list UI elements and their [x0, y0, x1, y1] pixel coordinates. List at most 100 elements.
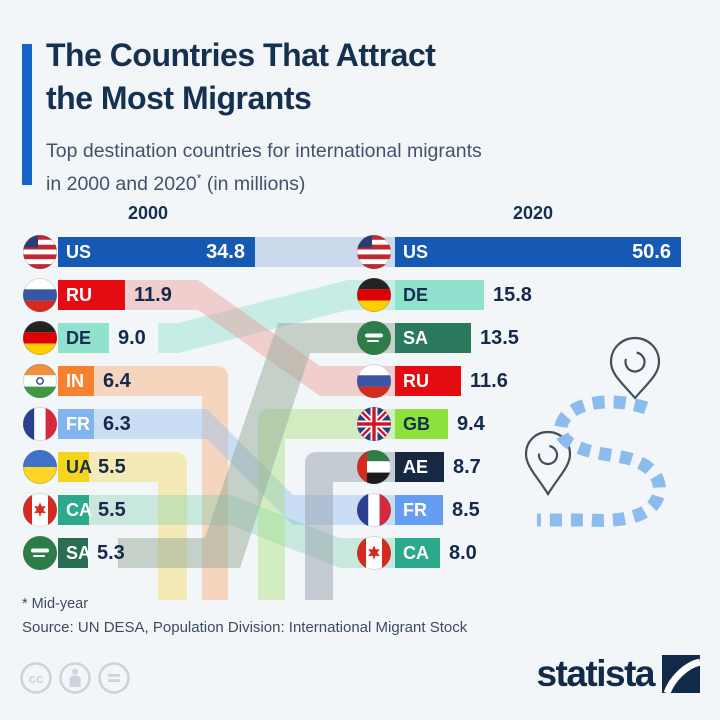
country-code: US [403, 242, 429, 262]
row-2020-gb: GB 9.4 [0, 407, 720, 441]
value-label: 15.8 [493, 284, 532, 306]
flag-sa-icon [357, 321, 391, 355]
flag-ru-icon [357, 364, 391, 398]
row-2020-sa: SA 13.5 [0, 321, 720, 355]
flag-de-icon [23, 321, 57, 355]
bar-2020-ru: RU [395, 366, 461, 396]
country-code: DE [66, 328, 92, 348]
bar-2020-fr: FR [395, 495, 443, 525]
row-2000-ua: UA 5.5 [0, 450, 720, 484]
value-label: 34.8 [206, 241, 245, 263]
row-2020-ae: AE 8.7 [0, 450, 720, 484]
row-2000-ru: RU 11.9 [0, 278, 720, 312]
bar-2020-us: US [395, 237, 681, 267]
flag-gb-icon [357, 407, 391, 441]
license-badges: cc [19, 661, 131, 695]
map-pin-icon [609, 336, 661, 400]
flag-ru-icon [23, 278, 57, 312]
value-label: 8.0 [449, 542, 477, 564]
flag-ua-icon [23, 450, 57, 484]
country-code: RU [403, 371, 429, 391]
flag-ca-icon [357, 536, 391, 570]
bar-2020-ae: AE [395, 452, 444, 482]
statista-logo-icon [662, 655, 700, 693]
flow-ae-ribbon [305, 452, 395, 600]
value-label: 13.5 [480, 327, 519, 349]
title-accent-bar [22, 44, 32, 185]
column-header-2020: 2020 [512, 203, 554, 223]
bar-2000-fr: FR [58, 409, 94, 439]
equals-nd-icon[interactable] [97, 661, 131, 695]
flag-fr-icon [357, 493, 391, 527]
value-label: 5.3 [97, 542, 125, 564]
row-2000-ca: CA 5.5 [0, 493, 720, 527]
flow-ru-ribbon [125, 280, 395, 396]
flow-de-ribbon [158, 280, 395, 353]
value-label: 6.4 [103, 370, 131, 392]
row-2020-de: DE 15.8 [0, 278, 720, 312]
bar-2000-ua: UA [58, 452, 92, 482]
row-2000-fr: FR 6.3 [0, 407, 720, 441]
country-code: CA [403, 543, 429, 563]
bar-2000-ca: CA [58, 495, 92, 525]
country-code: SA [66, 543, 92, 563]
value-label: 5.5 [98, 499, 126, 521]
row-2020-ca: CA 8.0 [0, 536, 720, 570]
value-label: 9.4 [457, 413, 485, 435]
bar-2000-ru: RU [58, 280, 125, 310]
subtitle-line-1: Top destination countries for internatio… [46, 140, 482, 162]
row-2020-fr: FR 8.5 [0, 493, 720, 527]
country-code: UA [66, 457, 92, 477]
flag-sa-icon [23, 536, 57, 570]
flag-fr-icon [23, 407, 57, 441]
country-code: GB [403, 414, 430, 434]
flag-de-icon [357, 278, 391, 312]
footnote-asterisk: * [196, 171, 202, 185]
value-label: 11.9 [134, 284, 172, 306]
country-code: CA [66, 500, 92, 520]
value-label: 9.0 [118, 327, 146, 349]
statista-logo[interactable]: statista [536, 652, 700, 696]
row-2000-us: US 34.8 [0, 235, 720, 269]
flow-in-ribbon [94, 366, 228, 600]
row-2020-ru: RU 11.6 [0, 364, 720, 398]
bar-2020-sa: SA [395, 323, 471, 353]
value-label: 5.5 [98, 456, 126, 478]
bar-2020-gb: GB [395, 409, 448, 439]
footnote: * Mid-year [22, 596, 89, 612]
dashed-route-icon [537, 395, 666, 527]
cc-icon[interactable]: cc [19, 661, 53, 695]
value-label: 8.7 [453, 456, 481, 478]
country-code: AE [403, 457, 429, 477]
value-label: 6.3 [103, 413, 131, 435]
bar-2000-sa: SA [58, 538, 92, 568]
subtitle-line-2: in 2000 and 2020* (in millions) [46, 171, 306, 195]
value-label: 11.6 [470, 370, 508, 392]
attribution-icon[interactable] [58, 661, 92, 695]
country-code: FR [403, 500, 427, 520]
page-title: The Countries That Attract the Most Migr… [46, 34, 686, 120]
bar-2020-ca: CA [395, 538, 440, 568]
source-line: Source: UN DESA, Population Division: In… [22, 619, 468, 636]
title-line-2: the Most Migrants [46, 80, 312, 116]
flag-in-icon [23, 364, 57, 398]
flow-sa-ribbon [118, 323, 395, 568]
row-2000-in: IN 6.4 [0, 364, 720, 398]
column-header-2000: 2000 [127, 203, 169, 223]
flag-us-icon [357, 235, 391, 269]
row-2020-us: US 50.6 [0, 235, 720, 269]
country-code: SA [403, 328, 429, 348]
country-code: RU [66, 285, 92, 305]
svg-text:cc: cc [29, 671, 43, 686]
flag-ae-icon [357, 450, 391, 484]
country-code: DE [403, 285, 429, 305]
country-code: FR [66, 414, 90, 434]
country-code: US [66, 242, 92, 262]
flag-us-icon [23, 235, 57, 269]
row-2000-sa: SA 5.3 [0, 536, 720, 570]
subtitle: Top destination countries for internatio… [46, 138, 666, 198]
value-label: 8.5 [452, 499, 480, 521]
